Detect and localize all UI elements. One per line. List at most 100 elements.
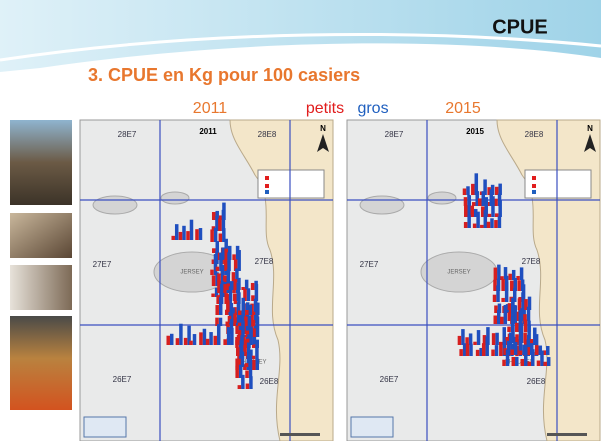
bar-small bbox=[245, 371, 249, 378]
bar-small bbox=[471, 206, 475, 217]
legend-large: gros bbox=[357, 100, 388, 117]
legend-swatch bbox=[532, 190, 536, 194]
zone-label: 27E8 bbox=[255, 257, 274, 266]
bar-small bbox=[216, 267, 220, 271]
bar-small bbox=[507, 327, 511, 332]
north-label: N bbox=[320, 124, 326, 133]
bar-small bbox=[494, 220, 498, 228]
bar-small bbox=[210, 229, 214, 242]
bar-small bbox=[482, 343, 486, 356]
zone-label: 27E7 bbox=[93, 260, 112, 269]
bar-small bbox=[493, 280, 497, 291]
legend-swatch bbox=[265, 176, 269, 180]
legend-small: petits bbox=[306, 100, 344, 117]
place-label: JERSEY bbox=[180, 270, 203, 276]
bar-large bbox=[476, 212, 480, 228]
bar-small bbox=[246, 384, 250, 389]
bar-large bbox=[214, 254, 218, 275]
bar-small bbox=[245, 363, 249, 367]
bar-small bbox=[212, 248, 216, 253]
map-island bbox=[360, 196, 404, 214]
zone-label: 28E8 bbox=[525, 130, 544, 139]
zone-label: 26E8 bbox=[527, 377, 546, 386]
bar-large bbox=[199, 228, 203, 240]
bar-large bbox=[249, 376, 253, 389]
bar-large bbox=[248, 315, 252, 326]
bar-large bbox=[190, 220, 194, 240]
bar-small bbox=[515, 323, 519, 332]
bar-small bbox=[480, 225, 484, 228]
bar-large bbox=[217, 324, 221, 345]
bar-small bbox=[494, 199, 498, 206]
bar-small bbox=[528, 362, 532, 366]
bar-large bbox=[255, 284, 259, 301]
bar-small bbox=[226, 300, 230, 312]
bar-large bbox=[506, 350, 510, 366]
bar-small bbox=[508, 312, 512, 321]
bar-small bbox=[466, 344, 470, 356]
bar-small bbox=[176, 338, 180, 345]
bar-large bbox=[485, 336, 489, 356]
bar-small bbox=[464, 197, 468, 206]
bar-small bbox=[166, 336, 170, 345]
bar-small bbox=[521, 359, 525, 366]
bar-small bbox=[199, 332, 203, 345]
bar-small bbox=[252, 360, 256, 370]
bar-large bbox=[237, 250, 241, 271]
bar-small bbox=[524, 320, 528, 332]
bar-small bbox=[218, 218, 222, 231]
bar-large bbox=[227, 252, 231, 271]
bar-large bbox=[514, 342, 518, 355]
bar-small bbox=[487, 222, 491, 228]
bar-large bbox=[237, 282, 241, 301]
map-year: 2015 bbox=[466, 127, 484, 136]
photo bbox=[10, 213, 72, 258]
bar-small bbox=[225, 294, 229, 301]
bar-small bbox=[535, 345, 539, 355]
bar-small bbox=[235, 366, 239, 378]
bar-large bbox=[170, 334, 174, 345]
zone-label: 28E8 bbox=[258, 130, 277, 139]
bar-small bbox=[213, 336, 217, 345]
bar-large bbox=[546, 346, 550, 355]
place-label: JERSEY bbox=[447, 270, 470, 276]
zone-label: 26E7 bbox=[380, 375, 399, 384]
bar-large bbox=[179, 324, 183, 345]
bar-large bbox=[531, 349, 535, 366]
bar-large bbox=[540, 351, 544, 366]
legend-year: 2011 bbox=[193, 100, 228, 117]
bar-small bbox=[210, 270, 214, 275]
bar-small bbox=[189, 341, 193, 345]
bar-small bbox=[508, 303, 512, 310]
bar-large bbox=[520, 267, 524, 280]
bar-small bbox=[238, 310, 242, 315]
bar-large bbox=[203, 329, 207, 345]
bar-large bbox=[491, 196, 495, 217]
map-year: 2011 bbox=[199, 127, 217, 136]
bar-large bbox=[477, 330, 481, 345]
bar-large bbox=[182, 226, 186, 240]
logo bbox=[351, 417, 393, 437]
bar-small bbox=[224, 259, 228, 271]
bar-small bbox=[233, 293, 237, 301]
bar-small bbox=[471, 184, 475, 195]
bar-small bbox=[512, 357, 516, 366]
photo bbox=[10, 316, 72, 410]
bar-small bbox=[519, 351, 523, 355]
bar-large bbox=[496, 285, 500, 302]
bar-large bbox=[241, 375, 245, 389]
bar-large bbox=[505, 282, 509, 302]
bar-large bbox=[241, 352, 245, 367]
legend-swatch bbox=[532, 176, 536, 180]
header-title: CPUE bbox=[492, 16, 548, 38]
bar-large bbox=[468, 196, 472, 217]
bar-large bbox=[527, 307, 531, 321]
bar-small bbox=[184, 338, 188, 345]
legend-swatch bbox=[532, 184, 536, 188]
map-island bbox=[161, 192, 189, 204]
bar-large bbox=[482, 191, 486, 206]
bar-small bbox=[500, 317, 504, 324]
bar-small bbox=[543, 362, 547, 366]
logo bbox=[84, 417, 126, 437]
bar-small bbox=[472, 202, 476, 206]
